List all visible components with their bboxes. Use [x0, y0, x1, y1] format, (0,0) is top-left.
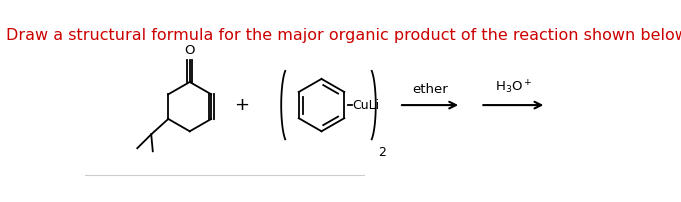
Text: CuLi: CuLi	[353, 99, 379, 112]
Text: 2: 2	[378, 146, 386, 159]
Text: ether: ether	[412, 83, 448, 96]
Text: +: +	[234, 96, 249, 114]
Text: H$_3$O$^+$: H$_3$O$^+$	[494, 78, 532, 96]
Text: Draw a structural formula for the major organic product of the reaction shown be: Draw a structural formula for the major …	[6, 28, 681, 43]
Text: O: O	[185, 44, 195, 57]
